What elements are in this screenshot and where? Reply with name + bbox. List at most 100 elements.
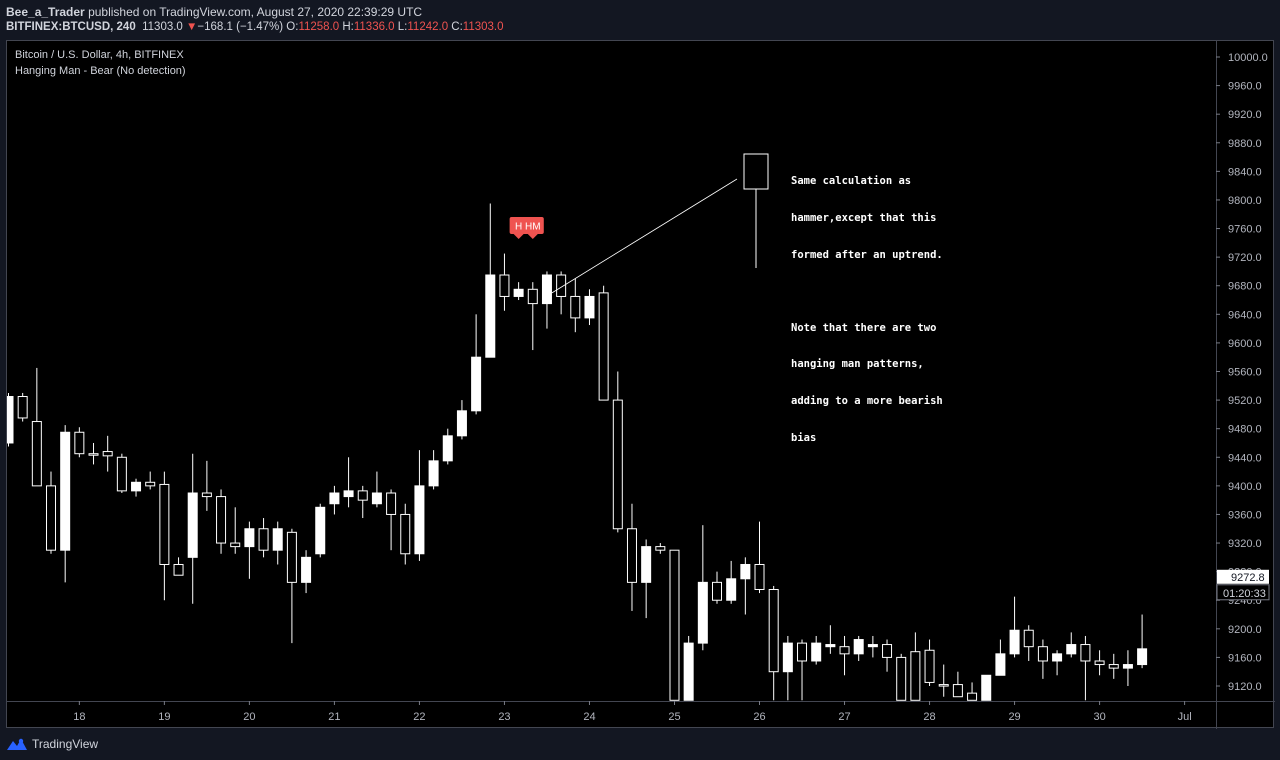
bearish-candle[interactable] bbox=[655, 546, 666, 551]
bullish-candle[interactable] bbox=[131, 481, 142, 492]
high-label: H: bbox=[342, 21, 354, 33]
bearish-candle[interactable] bbox=[882, 644, 893, 658]
indicator-label[interactable]: Hanging Man - Bear (No detection) bbox=[15, 65, 186, 77]
author-name[interactable]: Bee_a_Trader bbox=[6, 5, 85, 19]
bullish-candle[interactable] bbox=[683, 642, 694, 701]
bearish-candle[interactable] bbox=[145, 481, 156, 487]
pattern-marker-badge[interactable] bbox=[521, 217, 544, 234]
bearish-candle[interactable] bbox=[74, 431, 85, 455]
bullish-candle[interactable] bbox=[995, 653, 1006, 676]
bearish-candle[interactable] bbox=[896, 656, 907, 701]
bearish-candle[interactable] bbox=[400, 513, 411, 555]
bullish-candle[interactable] bbox=[428, 460, 439, 487]
bearish-candle[interactable] bbox=[924, 649, 935, 683]
bullish-candle[interactable] bbox=[1009, 629, 1020, 655]
pattern-marker-pointer bbox=[527, 234, 538, 239]
bullish-candle[interactable] bbox=[301, 556, 312, 583]
candles-group bbox=[7, 203, 1148, 701]
bearish-candle[interactable] bbox=[201, 492, 212, 498]
bullish-candle[interactable] bbox=[485, 274, 496, 358]
example-candle-body[interactable] bbox=[743, 153, 769, 190]
bearish-candle[interactable] bbox=[31, 421, 42, 487]
bullish-candle[interactable] bbox=[1066, 644, 1077, 655]
bearish-candle[interactable] bbox=[1037, 646, 1048, 662]
bearish-candle[interactable] bbox=[173, 563, 184, 576]
bearish-candle[interactable] bbox=[938, 684, 949, 687]
bearish-candle[interactable] bbox=[1080, 644, 1091, 662]
current-price-tag[interactable] bbox=[1217, 569, 1269, 584]
bullish-candle[interactable] bbox=[697, 581, 708, 644]
bullish-candle[interactable] bbox=[1137, 648, 1148, 666]
bearish-candle[interactable] bbox=[598, 292, 609, 401]
time-tick-label: 18 bbox=[73, 711, 85, 723]
price-tick-label: 9880.0 bbox=[1228, 138, 1262, 150]
bearish-candle[interactable] bbox=[712, 581, 722, 601]
bearish-candle[interactable] bbox=[17, 396, 28, 419]
bearish-candle[interactable] bbox=[768, 589, 779, 673]
annotation-line: Same calculation as bbox=[791, 175, 912, 188]
bullish-candle[interactable] bbox=[272, 528, 283, 551]
bullish-candle[interactable] bbox=[343, 490, 354, 498]
bearish-candle[interactable] bbox=[669, 549, 680, 701]
bearish-candle[interactable] bbox=[910, 651, 921, 701]
bullish-candle[interactable] bbox=[414, 485, 425, 555]
bullish-candle[interactable] bbox=[726, 578, 737, 601]
bearish-candle[interactable] bbox=[258, 528, 269, 551]
bullish-candle[interactable] bbox=[740, 563, 751, 580]
bearish-candle[interactable] bbox=[570, 295, 581, 319]
bullish-candle[interactable] bbox=[456, 410, 467, 437]
bearish-candle[interactable] bbox=[1094, 660, 1105, 666]
pattern-marker-pointer bbox=[513, 234, 524, 239]
bearish-candle[interactable] bbox=[102, 451, 113, 457]
bearish-candle[interactable] bbox=[216, 496, 227, 544]
bullish-candle[interactable] bbox=[853, 639, 864, 655]
bullish-candle[interactable] bbox=[541, 274, 552, 305]
bearish-candle[interactable] bbox=[952, 684, 963, 698]
bearish-candle[interactable] bbox=[626, 528, 637, 583]
bullish-candle[interactable] bbox=[471, 356, 482, 412]
annotation-trend-line[interactable] bbox=[551, 178, 738, 294]
bullish-candle[interactable] bbox=[371, 492, 382, 505]
bearish-candle[interactable] bbox=[612, 399, 623, 530]
tradingview-footer[interactable]: TradingView bbox=[6, 735, 98, 753]
bearish-candle[interactable] bbox=[967, 692, 978, 701]
bearish-candle[interactable] bbox=[527, 288, 538, 305]
bearish-candle[interactable] bbox=[839, 646, 850, 655]
countdown-tag bbox=[1216, 584, 1270, 601]
bullish-candle[interactable] bbox=[811, 642, 822, 662]
chart-pane[interactable]: 9120.09160.09200.09240.09280.09320.09360… bbox=[6, 40, 1275, 729]
bearish-candle[interactable] bbox=[797, 642, 808, 662]
bullish-candle[interactable] bbox=[329, 492, 340, 505]
bearish-candle[interactable] bbox=[116, 456, 127, 492]
bullish-candle[interactable] bbox=[7, 396, 14, 444]
bullish-candle[interactable] bbox=[1122, 664, 1133, 669]
bearish-candle[interactable] bbox=[88, 453, 99, 456]
bullish-candle[interactable] bbox=[1052, 653, 1063, 662]
price-tick-label: 9360.0 bbox=[1228, 509, 1262, 521]
bullish-candle[interactable] bbox=[442, 435, 453, 462]
bullish-candle[interactable] bbox=[584, 295, 595, 319]
bullish-candle[interactable] bbox=[641, 546, 652, 583]
bullish-candle[interactable] bbox=[60, 431, 71, 551]
bearish-candle[interactable] bbox=[754, 563, 765, 591]
bullish-candle[interactable] bbox=[187, 492, 198, 558]
bullish-candle[interactable] bbox=[782, 642, 793, 673]
bearish-candle[interactable] bbox=[159, 483, 170, 565]
candlestick-chart[interactable]: 9120.09160.09200.09240.09280.09320.09360… bbox=[7, 41, 1275, 729]
bullish-candle[interactable] bbox=[825, 644, 836, 648]
bearish-candle[interactable] bbox=[357, 490, 368, 501]
bearish-candle[interactable] bbox=[286, 531, 297, 583]
bullish-candle[interactable] bbox=[513, 288, 524, 297]
bullish-candle[interactable] bbox=[981, 674, 992, 701]
bearish-candle[interactable] bbox=[386, 492, 397, 515]
bearish-candle[interactable] bbox=[1108, 664, 1119, 669]
bullish-candle[interactable] bbox=[315, 506, 326, 555]
bullish-candle[interactable] bbox=[244, 528, 255, 548]
bullish-candle[interactable] bbox=[867, 644, 878, 648]
bearish-candle[interactable] bbox=[499, 274, 510, 297]
bearish-candle[interactable] bbox=[46, 485, 57, 551]
bearish-candle[interactable] bbox=[230, 542, 241, 548]
time-tick-label: 22 bbox=[413, 711, 425, 723]
bearish-candle[interactable] bbox=[556, 274, 567, 297]
bearish-candle[interactable] bbox=[1023, 629, 1034, 648]
